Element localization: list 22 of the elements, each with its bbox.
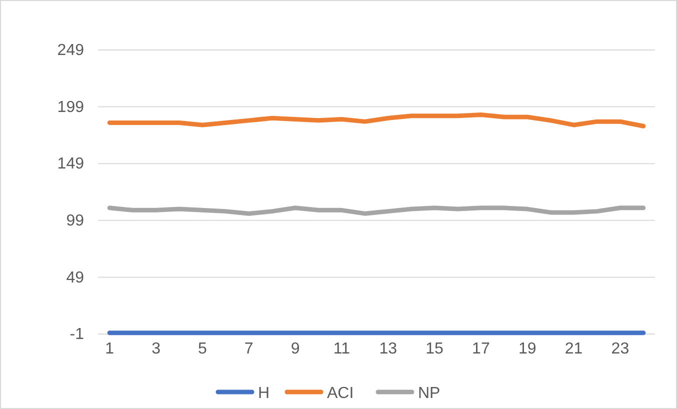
x-tick-label: 21 — [564, 340, 583, 358]
y-tick-label: 99 — [66, 212, 84, 230]
x-tick-label: 17 — [472, 340, 490, 358]
y-tick-label: 149 — [57, 156, 84, 173]
legend-label: NP — [418, 385, 440, 402]
x-tick-label: 19 — [518, 340, 536, 358]
x-tick-label: 7 — [244, 340, 254, 358]
legend-label: H — [258, 385, 270, 402]
y-tick-label: 49 — [66, 269, 84, 286]
y-tick-label: -1 — [70, 326, 84, 344]
x-tick-label: 15 — [426, 340, 444, 358]
x-tick-label: 9 — [290, 340, 300, 358]
x-tick-label: 23 — [611, 340, 630, 358]
x-tick-label: 1 — [105, 340, 114, 358]
line-series — [107, 112, 646, 128]
x-tick-label: 11 — [333, 340, 350, 358]
x-tick-label: 3 — [152, 340, 161, 358]
legend-label: ACI — [327, 385, 354, 402]
y-tick-label: 249 — [57, 42, 84, 60]
y-tick-label: 199 — [57, 98, 84, 116]
x-tick-label: 5 — [198, 340, 207, 358]
x-tick-label: 13 — [379, 340, 398, 358]
